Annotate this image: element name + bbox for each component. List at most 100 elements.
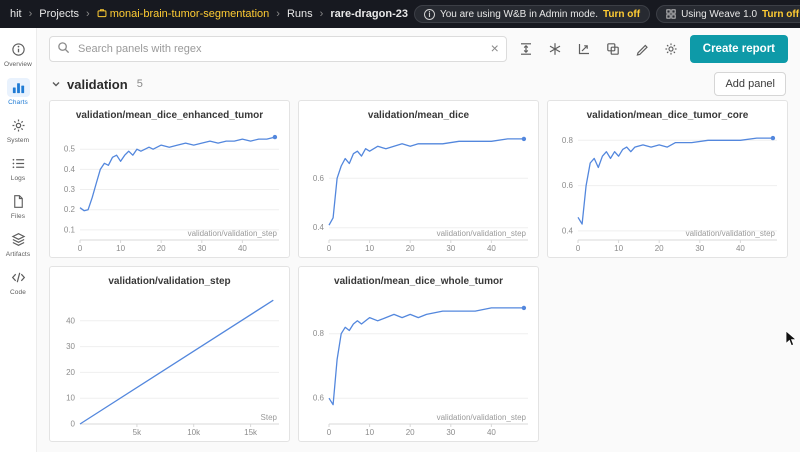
- svg-text:15k: 15k: [244, 428, 258, 437]
- info-icon: [7, 40, 30, 59]
- top-navigation-bar: hit › Projects › monai-brain-tumor-segme…: [0, 0, 800, 28]
- line-chart[interactable]: 0.4 0.6 0.8 0 10 20 30 40 validation/validation_…: [548, 123, 787, 257]
- code-icon: [7, 268, 30, 287]
- sidebar-item-overview[interactable]: Overview: [0, 40, 36, 68]
- chart-title: validation/mean_dice_enhanced_tumor: [75, 110, 264, 121]
- admin-mode-text: You are using W&B in Admin mode.: [439, 8, 599, 20]
- svg-text:Step: Step: [261, 413, 278, 422]
- chart-title: validation/mean_dice: [367, 110, 470, 121]
- bar-chart-icon: [6, 78, 30, 97]
- chart-panel-mean-dice-enhanced-tumor: validation/mean_dice_enhanced_tumor 0.1 0…: [49, 100, 290, 258]
- svg-text:0.6: 0.6: [313, 174, 325, 183]
- weave-icon: [666, 9, 676, 19]
- clear-search-icon[interactable]: ×: [490, 40, 499, 56]
- sidebar-item-label: Overview: [4, 61, 32, 68]
- svg-text:30: 30: [695, 244, 704, 253]
- svg-text:40: 40: [487, 428, 496, 437]
- breadcrumb-projects[interactable]: Projects: [39, 8, 80, 20]
- svg-text:0: 0: [327, 428, 332, 437]
- chart-title: validation/mean_dice_whole_tumor: [334, 276, 503, 287]
- line-chart[interactable]: 0.4 0.6 0 10 20 30 40 validation/validation_ste…: [299, 123, 538, 257]
- svg-text:0.3: 0.3: [64, 185, 76, 194]
- svg-text:0.8: 0.8: [313, 329, 325, 338]
- admin-mode-banner: i You are using W&B in Admin mode. Turn …: [413, 5, 651, 23]
- sidebar-item-label: Files: [10, 213, 26, 220]
- svg-text:20: 20: [66, 368, 75, 377]
- file-icon: [7, 192, 30, 211]
- svg-text:10: 10: [66, 394, 75, 403]
- panel-search: ×: [49, 36, 507, 62]
- breadcrumb-project[interactable]: monai-brain-tumor-segmentation: [97, 8, 269, 20]
- svg-text:0.1: 0.1: [64, 225, 76, 234]
- breadcrumb-separator: ›: [86, 8, 90, 20]
- sidebar-item-charts[interactable]: Charts: [0, 78, 36, 106]
- sidebar-item-label: Code: [10, 289, 26, 296]
- svg-text:0.6: 0.6: [562, 181, 574, 190]
- line-chart[interactable]: 0.6 0.8 0 10 20 30 40 validation/validation_ste…: [299, 289, 538, 441]
- chart-panel-mean-dice: validation/mean_dice 0.4 0.6 0 10 20 30 40 vali…: [298, 100, 539, 258]
- svg-text:0: 0: [78, 244, 83, 253]
- line-chart[interactable]: 0 10 20 30 40 5k 10k 15k Step: [50, 289, 289, 441]
- user-link[interactable]: hit: [10, 8, 22, 20]
- validation-section-header: validation 5 Add panel: [37, 70, 800, 98]
- expand-panels-icon[interactable]: [519, 42, 533, 56]
- sidebar-item-files[interactable]: Files: [0, 192, 36, 220]
- search-input[interactable]: [49, 36, 507, 62]
- sidebar-item-label: System: [6, 137, 30, 144]
- edit-panels-icon[interactable]: [635, 42, 649, 56]
- add-panel-button[interactable]: Add panel: [714, 72, 786, 96]
- breadcrumb-separator: ›: [276, 8, 280, 20]
- create-report-button[interactable]: Create report: [689, 35, 788, 63]
- chart-title: validation/validation_step: [108, 276, 231, 287]
- section-title: validation: [67, 76, 128, 92]
- svg-text:0: 0: [576, 244, 581, 253]
- svg-text:validation/validation_step: validation/validation_step: [437, 413, 527, 422]
- svg-text:validation/validation_step: validation/validation_step: [437, 229, 527, 238]
- svg-text:0.8: 0.8: [562, 136, 574, 145]
- svg-text:20: 20: [157, 244, 166, 253]
- main-content: × Create report validation 5 Add panel v…: [37, 28, 800, 452]
- panels-toolbar: × Create report: [37, 28, 800, 70]
- svg-text:20: 20: [406, 244, 415, 253]
- sidebar-item-logs[interactable]: Logs: [0, 154, 36, 182]
- svg-text:0.4: 0.4: [64, 165, 76, 174]
- chart-panel-validation-step: validation/validation_step 0 10 20 30 40 5k 10…: [49, 266, 290, 442]
- chart-panel-mean-dice-whole-tumor: validation/mean_dice_whole_tumor 0.6 0.8 0…: [298, 266, 539, 442]
- svg-text:30: 30: [446, 428, 455, 437]
- breadcrumb-run-name[interactable]: rare-dragon-23: [330, 8, 408, 20]
- panel-settings-gear-icon[interactable]: [664, 42, 678, 56]
- weave-turn-off-button[interactable]: Turn off: [762, 8, 800, 20]
- weave-banner: Using Weave 1.0 Turn off: [656, 5, 800, 23]
- sidebar-item-label: Charts: [8, 99, 28, 106]
- sidebar-item-system[interactable]: System: [0, 116, 36, 144]
- svg-text:10: 10: [116, 244, 125, 253]
- chevron-down-icon[interactable]: [51, 79, 61, 89]
- sidebar-item-artifacts[interactable]: Artifacts: [0, 230, 36, 258]
- svg-text:10: 10: [365, 244, 374, 253]
- info-icon: i: [423, 8, 435, 20]
- zoom-axes-icon[interactable]: [577, 42, 591, 56]
- admin-turn-off-button[interactable]: Turn off: [603, 8, 641, 20]
- section-panel-count: 5: [136, 78, 143, 90]
- snowflake-icon[interactable]: [548, 42, 562, 56]
- chart-title: validation/mean_dice_tumor_core: [586, 110, 749, 121]
- svg-text:0.2: 0.2: [64, 205, 76, 214]
- panels-layout-icon[interactable]: [606, 42, 620, 56]
- svg-text:10k: 10k: [187, 428, 201, 437]
- breadcrumb-separator: ›: [28, 8, 33, 20]
- svg-text:0.5: 0.5: [64, 145, 76, 154]
- svg-text:0.4: 0.4: [562, 226, 574, 235]
- sidebar-item-label: Logs: [10, 175, 26, 182]
- svg-text:0.4: 0.4: [313, 223, 325, 232]
- breadcrumb-runs[interactable]: Runs: [286, 8, 313, 20]
- svg-text:30: 30: [197, 244, 206, 253]
- svg-text:40: 40: [66, 316, 75, 325]
- svg-text:40: 40: [238, 244, 247, 253]
- line-chart[interactable]: 0.1 0.2 0.3 0.4 0.5 0 10 20 30 40 validation/valid…: [50, 123, 289, 257]
- svg-text:10: 10: [365, 428, 374, 437]
- sidebar-item-code[interactable]: Code: [0, 268, 36, 296]
- layers-icon: [7, 230, 30, 249]
- svg-text:40: 40: [487, 244, 496, 253]
- list-icon: [7, 154, 30, 173]
- briefcase-icon: [97, 8, 107, 18]
